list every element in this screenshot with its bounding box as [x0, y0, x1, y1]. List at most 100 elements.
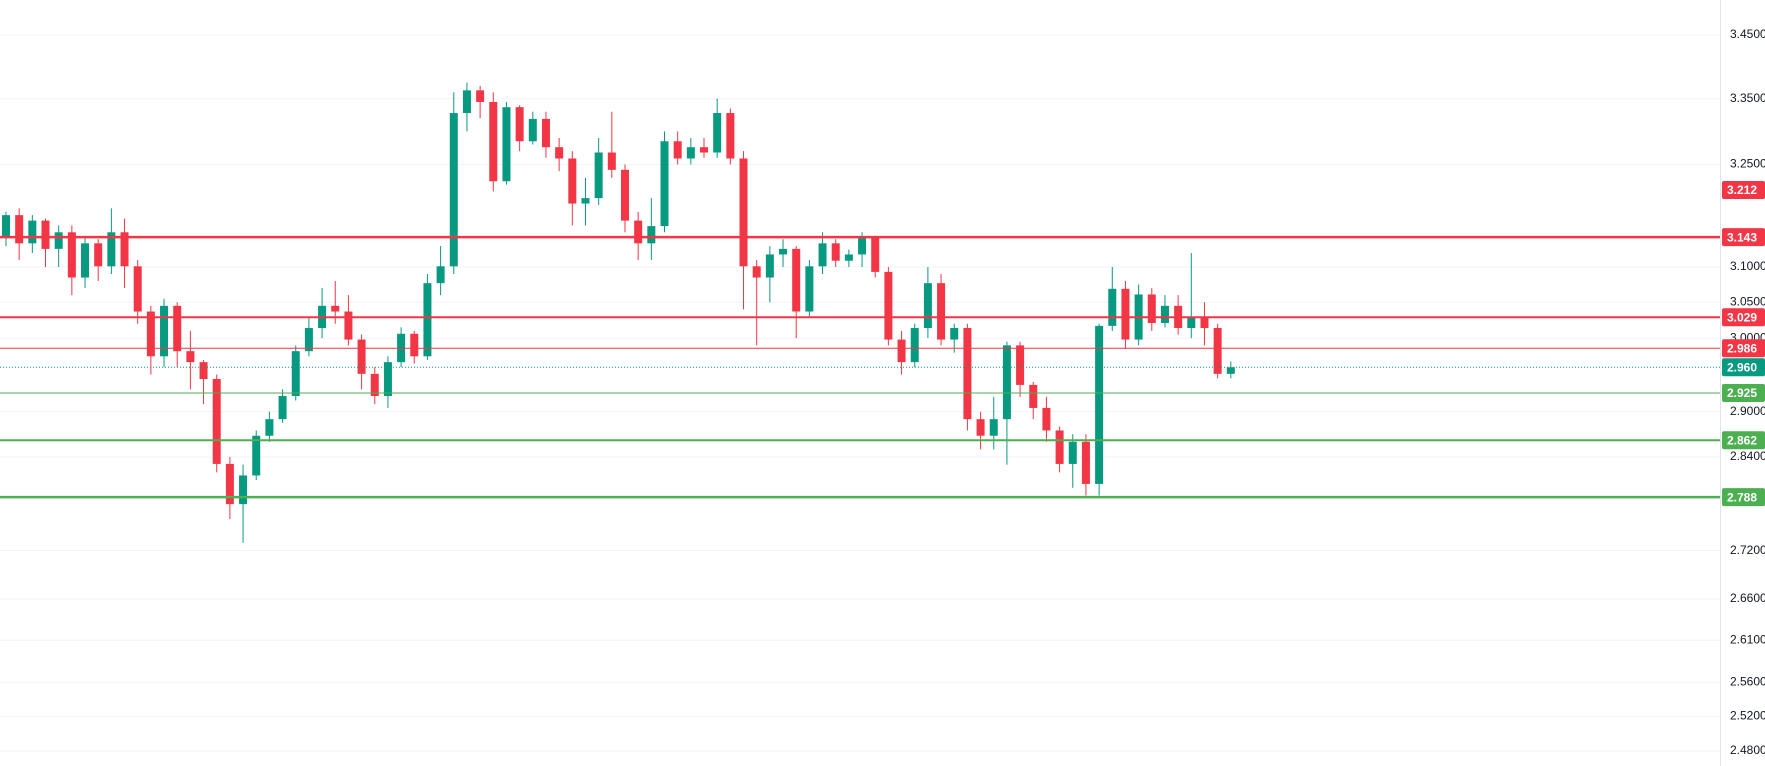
- candle-body: [331, 305, 340, 312]
- candle-body: [963, 328, 972, 420]
- candle-body: [1213, 328, 1222, 374]
- candle-body: [528, 118, 537, 142]
- candle-body: [989, 419, 998, 436]
- candle-body: [1055, 430, 1064, 464]
- candle-body: [607, 152, 616, 170]
- y-tick-label: 2.5600: [1730, 674, 1765, 688]
- y-tick-label: 3.4500: [1730, 27, 1765, 41]
- candle-body: [1108, 288, 1117, 326]
- candle-body: [673, 141, 682, 159]
- y-tick-label: 2.6100: [1730, 632, 1765, 646]
- candle-body: [726, 113, 735, 159]
- candle-body: [462, 90, 471, 114]
- candle-body: [713, 113, 722, 153]
- candle-body: [1042, 407, 1051, 431]
- price-label: 3.029: [1727, 310, 1757, 324]
- candle-body: [41, 220, 50, 249]
- candle-body: [489, 101, 498, 182]
- candle-body: [1160, 305, 1169, 323]
- price-label: 3.212: [1727, 183, 1757, 197]
- candle-body: [15, 215, 24, 244]
- candle-body: [686, 147, 695, 159]
- candle-body: [1068, 441, 1077, 464]
- candle-body: [357, 339, 366, 374]
- candle-body: [515, 107, 524, 142]
- candle-body: [278, 396, 287, 420]
- candle-body: [752, 266, 761, 278]
- y-tick-label: 3.1000: [1730, 259, 1765, 273]
- candle-body: [660, 141, 669, 227]
- price-label-bg: [1722, 384, 1765, 403]
- candle-body: [436, 266, 445, 284]
- candle-body: [344, 311, 353, 340]
- candle-body: [94, 243, 103, 267]
- y-tick-label: 3.0500: [1730, 294, 1765, 308]
- price-label: 2.788: [1727, 490, 1757, 504]
- candle-body: [107, 232, 116, 267]
- y-tick-label: 3.2500: [1730, 157, 1765, 171]
- y-tick-label: 2.4800: [1730, 743, 1765, 757]
- candle-body: [1016, 345, 1025, 385]
- candle-body: [700, 147, 709, 153]
- price-label-bg: [1722, 431, 1765, 450]
- candle-body: [1029, 384, 1038, 408]
- candle-body: [923, 283, 932, 329]
- candle-body: [173, 305, 182, 352]
- candle-body: [383, 362, 392, 397]
- candle-body: [146, 311, 155, 357]
- candle-body: [739, 158, 748, 267]
- candle-body: [937, 283, 946, 340]
- candle-body: [779, 248, 788, 255]
- candle-body: [252, 435, 261, 476]
- y-tick-label: 2.6600: [1730, 591, 1765, 605]
- candle-body: [199, 362, 208, 380]
- candle-body: [81, 243, 90, 278]
- candle-body: [160, 305, 169, 357]
- candle-body: [792, 248, 801, 312]
- candle-body: [449, 113, 458, 267]
- candle-body: [186, 351, 195, 363]
- candle-body: [28, 220, 37, 244]
- candle-body: [1226, 367, 1235, 374]
- y-tick-label: 3.3500: [1730, 91, 1765, 105]
- candle-body: [634, 220, 643, 244]
- candle-body: [884, 271, 893, 340]
- candle-body: [555, 147, 564, 159]
- price-label: 2.986: [1727, 341, 1757, 355]
- candle-body: [871, 237, 880, 272]
- candle-body: [805, 266, 814, 312]
- candle-body: [1147, 294, 1156, 323]
- y-tick-label: 2.7200: [1730, 543, 1765, 557]
- candle-body: [291, 351, 300, 397]
- candle-body: [950, 328, 959, 340]
- candle-body: [2, 215, 10, 238]
- candle-body: [54, 232, 63, 249]
- candle-body: [897, 339, 906, 363]
- candle-body: [581, 198, 590, 204]
- candle-body: [858, 237, 867, 255]
- y-tick-label: 2.5200: [1730, 709, 1765, 723]
- price-label-bg: [1722, 488, 1765, 507]
- candle-body: [1121, 288, 1130, 340]
- candle-body: [212, 379, 221, 464]
- y-tick-label: 2.9000: [1730, 404, 1765, 418]
- candle-body: [265, 419, 274, 436]
- candle-body: [133, 266, 142, 312]
- candle-body: [541, 118, 550, 148]
- candle-body: [910, 328, 919, 363]
- price-label-bg: [1722, 228, 1765, 247]
- candle-body: [594, 152, 603, 199]
- price-label-bg: [1722, 339, 1765, 358]
- candle-body: [1187, 317, 1196, 329]
- candle-body: [1200, 317, 1209, 329]
- candle-body: [225, 463, 234, 505]
- candle-body: [423, 283, 432, 357]
- price-label: 2.960: [1727, 360, 1757, 374]
- candle-body: [568, 158, 577, 204]
- price-label: 2.862: [1727, 433, 1757, 447]
- y-tick-label: 2.8400: [1730, 449, 1765, 463]
- candle-body: [1095, 325, 1104, 484]
